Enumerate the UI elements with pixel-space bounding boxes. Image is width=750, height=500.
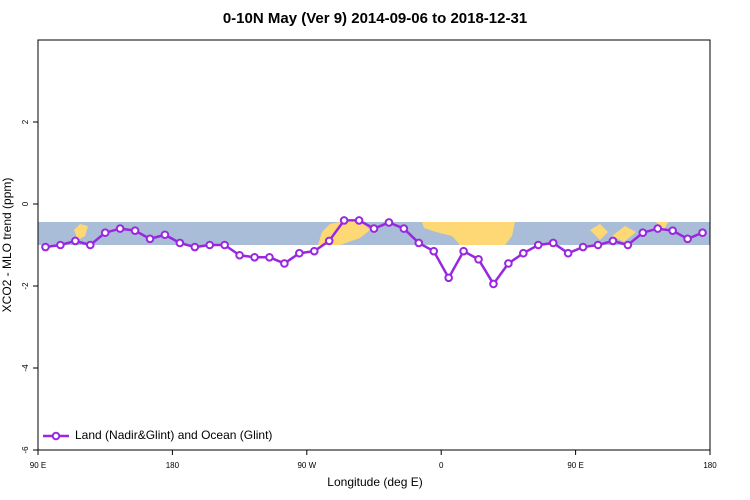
data-point — [489, 279, 498, 289]
data-point — [175, 238, 185, 248]
data-point — [533, 240, 543, 250]
data-point — [698, 228, 707, 237]
x-tick-label: 90 W — [297, 461, 316, 470]
y-tick-label: -6 — [21, 446, 30, 454]
plot-frame — [37, 39, 711, 451]
legend-marker — [51, 431, 61, 441]
data-point — [638, 228, 648, 237]
data-point — [41, 242, 50, 252]
data-point — [578, 242, 588, 252]
data-point — [369, 224, 379, 233]
data-point — [429, 246, 439, 256]
data-point — [100, 228, 110, 237]
data-point — [459, 246, 468, 256]
data-point — [265, 252, 274, 262]
data-point — [444, 273, 453, 283]
y-tick-label: -2 — [21, 282, 30, 290]
x-tick-label: 90 E — [30, 461, 46, 470]
data-point — [608, 236, 618, 246]
y-axis-label: XCO2 - MLO trend (ppm) — [0, 178, 14, 313]
data-point — [280, 259, 289, 268]
x-tick-label: 180 — [703, 461, 717, 470]
data-point — [324, 236, 334, 246]
data-point — [354, 216, 364, 225]
data-point — [683, 234, 692, 244]
data-point — [563, 248, 573, 258]
data-point — [309, 246, 319, 256]
data-point — [71, 236, 80, 246]
data-point — [85, 240, 95, 250]
data-point — [384, 218, 394, 227]
data-point — [593, 240, 603, 250]
data-point — [519, 248, 528, 258]
data-point — [399, 224, 409, 233]
data-point — [339, 216, 349, 225]
data-point — [130, 226, 140, 235]
data-point — [235, 250, 244, 260]
data-point — [190, 242, 200, 252]
data-point — [145, 234, 155, 244]
data-point — [205, 240, 215, 250]
y-tick-label: 2 — [21, 119, 30, 124]
x-axis-label: Longitude (deg E) — [327, 475, 422, 489]
data-point — [295, 248, 304, 258]
data-point — [474, 255, 483, 264]
legend-label: Land (Nadir&Glint) and Ocean (Glint) — [75, 428, 272, 442]
x-tick-label: 180 — [166, 461, 180, 470]
data-point — [56, 240, 65, 250]
data-point — [548, 238, 558, 248]
data-point — [653, 224, 663, 233]
data-point — [414, 238, 424, 248]
y-tick-label: 0 — [21, 201, 30, 206]
x-tick-label: 0 — [439, 461, 444, 470]
data-point — [160, 230, 170, 240]
data-point — [504, 259, 513, 268]
data-point — [220, 240, 229, 250]
x-tick-label: 90 E — [567, 461, 583, 470]
data-point — [623, 240, 633, 250]
data-point — [668, 226, 677, 235]
data-point — [250, 252, 259, 262]
data-point — [115, 224, 125, 233]
chart-title: 0-10N May (Ver 9) 2014-09-06 to 2018-12-… — [223, 10, 527, 27]
y-tick-label: -4 — [21, 364, 30, 372]
